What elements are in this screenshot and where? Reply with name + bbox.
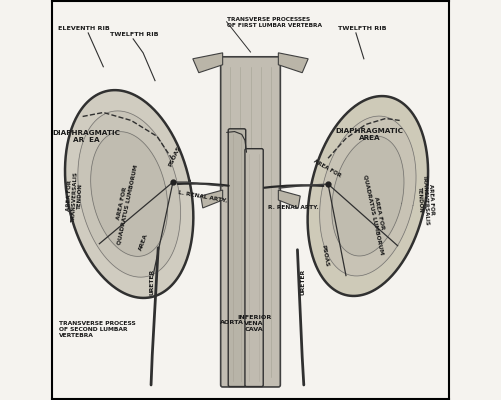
Text: INFERIOR
VENA
CAVA: INFERIOR VENA CAVA: [237, 315, 271, 332]
Text: R. RENAL ARTY.: R. RENAL ARTY.: [269, 205, 319, 210]
Polygon shape: [279, 53, 308, 73]
Text: ELEVENTH RIB: ELEVENTH RIB: [58, 26, 109, 31]
Text: AREA FOR
QUADRATUS LUMBORUM: AREA FOR QUADRATUS LUMBORUM: [111, 163, 138, 245]
Polygon shape: [320, 116, 416, 276]
Text: TWELFTH RIB: TWELFTH RIB: [111, 32, 159, 37]
Polygon shape: [193, 53, 222, 73]
Text: AREA FOR: AREA FOR: [313, 158, 342, 178]
Text: PSOAS: PSOAS: [320, 244, 329, 267]
Polygon shape: [201, 190, 222, 208]
Polygon shape: [91, 132, 168, 256]
Text: TRANSVERSE PROCESSES
OF FIRST LUMBAR VERTEBRA: TRANSVERSE PROCESSES OF FIRST LUMBAR VER…: [226, 17, 322, 28]
Polygon shape: [279, 190, 300, 208]
Text: DIAPHRAGMATIC
AREA: DIAPHRAGMATIC AREA: [336, 128, 404, 141]
Polygon shape: [78, 111, 180, 277]
Text: AREA FOR
TRANSVERSALIS
TENDON: AREA FOR TRANSVERSALIS TENDON: [65, 170, 84, 222]
Text: AORTA: AORTA: [219, 320, 243, 325]
Text: L. RENAL ARTY.: L. RENAL ARTY.: [178, 190, 228, 204]
FancyBboxPatch shape: [220, 57, 281, 387]
Text: TRANSVERSE PROCESS
OF SECOND LUMBAR
VERTEBRA: TRANSVERSE PROCESS OF SECOND LUMBAR VERT…: [59, 321, 136, 338]
FancyBboxPatch shape: [228, 129, 245, 386]
Text: TWELFTH RIB: TWELFTH RIB: [338, 26, 386, 31]
Polygon shape: [332, 136, 404, 256]
Text: AREA: AREA: [138, 233, 149, 252]
Text: AREA FOR
QUADRATUS LUMBORUM: AREA FOR QUADRATUS LUMBORUM: [362, 173, 390, 255]
Polygon shape: [65, 90, 193, 298]
Text: PSOAS: PSOAS: [168, 145, 182, 168]
FancyBboxPatch shape: [245, 149, 263, 386]
Polygon shape: [308, 96, 428, 296]
Text: AREA FOR
TRANSVERSALIS
TENDON: AREA FOR TRANSVERSALIS TENDON: [416, 174, 435, 226]
Text: DIAPHRAGMATIC
AR  EA: DIAPHRAGMATIC AR EA: [53, 130, 121, 143]
Text: URETER: URETER: [301, 268, 306, 295]
Text: URETER: URETER: [149, 268, 154, 295]
